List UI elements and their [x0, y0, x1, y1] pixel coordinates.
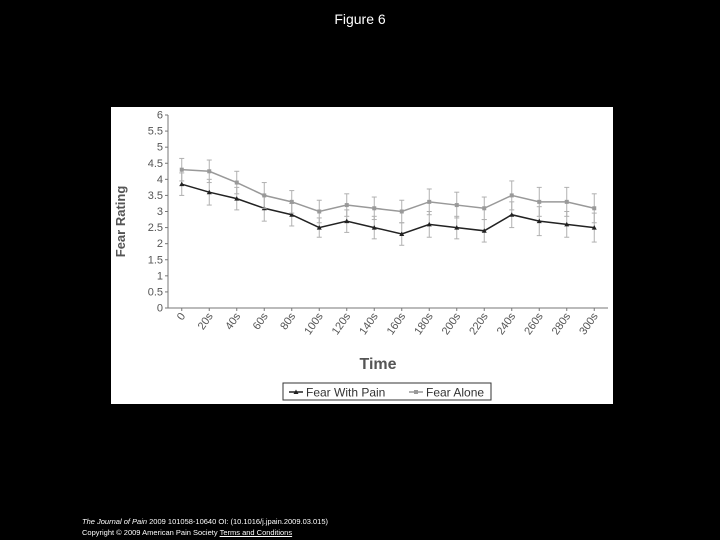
x-tick-label: 260s	[522, 310, 546, 337]
data-point	[427, 199, 432, 204]
data-point	[234, 196, 240, 201]
y-tick-label: 3	[157, 206, 163, 218]
data-point	[591, 225, 597, 230]
data-point	[289, 212, 295, 217]
footer: The Journal of Pain 2009 101058-10640 OI…	[82, 516, 328, 538]
citation-text: 2009 101058-10640 OI: (10.1016/j.jpain.2…	[147, 517, 329, 526]
x-tick-label: 80s	[278, 310, 298, 332]
y-tick-label: 3.5	[148, 190, 163, 202]
data-point	[399, 231, 405, 237]
data-point	[454, 203, 459, 208]
copyright-text: Copyright © 2009 American Pain Society	[82, 528, 218, 537]
data-point	[564, 199, 569, 204]
journal-name: The Journal of Pain	[82, 517, 148, 526]
y-tick-label: 4	[157, 174, 163, 186]
y-tick-label: 2	[157, 238, 163, 250]
y-tick-label: 0	[157, 303, 163, 315]
data-point	[509, 212, 515, 217]
x-tick-label: 20s	[196, 310, 216, 332]
x-tick-label: 280s	[550, 310, 574, 337]
series-line	[181, 168, 595, 213]
terms-link[interactable]: Terms and Conditions	[219, 528, 293, 537]
y-tick-label: 5.5	[148, 126, 163, 138]
data-point	[372, 206, 377, 211]
data-point	[234, 180, 239, 185]
figure-title: Figure 6	[334, 11, 386, 27]
data-point	[399, 209, 404, 214]
y-tick-label: 5	[157, 142, 163, 154]
data-point	[454, 225, 460, 230]
legend-item: Fear Alone	[409, 386, 484, 400]
y-tick-label: 1.5	[148, 254, 163, 266]
data-point	[289, 199, 294, 204]
x-tick-label: 120s	[330, 310, 354, 337]
x-tick-label: 40s	[223, 310, 243, 332]
data-point	[371, 225, 377, 230]
x-tick-label: 0	[175, 311, 188, 323]
data-point	[509, 193, 514, 198]
y-tick-label: 0.5	[148, 286, 163, 298]
x-tick-label: 140s	[357, 310, 381, 337]
chart-panel: 0 0.5 1 1.5 2 2.5 3 3.5 4 4.5 5 5.5 6 0 20s 40s 60s 80s 10…	[111, 107, 613, 404]
legend-marker	[414, 390, 418, 394]
x-tick-label: 220s	[467, 310, 491, 337]
data-point	[207, 169, 212, 174]
data-point	[564, 221, 570, 227]
data-point	[262, 193, 267, 198]
data-point	[206, 189, 212, 195]
y-tick-label: 1	[157, 270, 163, 282]
y-tick-label: 4.5	[148, 158, 163, 170]
legend-marker	[293, 389, 299, 394]
data-point	[592, 206, 597, 211]
series-layer	[179, 157, 597, 246]
x-tick-label: 60s	[251, 310, 271, 332]
data-point	[482, 206, 487, 211]
x-tick-label: 100s	[302, 310, 326, 337]
x-tick-label: 180s	[412, 310, 436, 337]
legend-label: Fear With Pain	[306, 386, 385, 400]
y-tick-label: 6	[157, 110, 163, 122]
data-point	[179, 167, 184, 172]
x-tick-label: 160s	[385, 310, 409, 337]
data-point	[426, 221, 432, 227]
x-tick-label: 240s	[495, 310, 519, 337]
legend: Fear With Pain Fear Alone	[282, 382, 492, 401]
data-point	[536, 218, 542, 224]
data-point	[481, 228, 487, 233]
legend-label: Fear Alone	[426, 386, 484, 400]
copyright-line: Copyright © 2009 American Pain Society T…	[82, 527, 328, 538]
data-point	[344, 218, 350, 224]
data-point	[344, 203, 349, 208]
y-tick-label: 2.5	[148, 222, 163, 234]
citation-line: The Journal of Pain 2009 101058-10640 OI…	[82, 516, 328, 527]
fear-rating-chart: 0 0.5 1 1.5 2 2.5 3 3.5 4 4.5 5 5.5 6 0 20s 40s 60s 80s 10…	[113, 110, 608, 401]
legend-item: Fear With Pain	[289, 386, 385, 400]
data-point	[317, 209, 322, 214]
data-point	[316, 225, 322, 230]
data-point	[537, 199, 542, 204]
data-point	[179, 181, 185, 187]
series-line	[181, 183, 595, 235]
x-tick-label: 300s	[577, 310, 601, 337]
legend-box	[282, 382, 492, 401]
y-axis-label: Fear Rating	[113, 186, 128, 258]
x-axis-label: Time	[359, 356, 396, 373]
x-tick-label: 200s	[440, 310, 464, 337]
series-fear-alone	[179, 157, 597, 224]
series-fear-with-pain	[179, 172, 597, 246]
